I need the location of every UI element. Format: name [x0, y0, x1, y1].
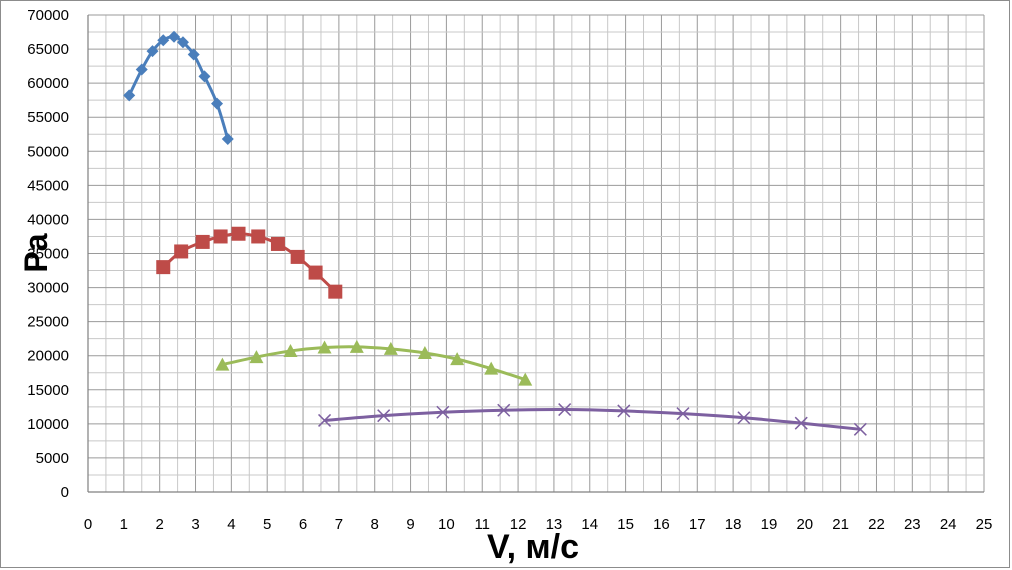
- y-axis-title: Pa: [18, 233, 54, 272]
- data-point: [794, 416, 808, 430]
- x-tick-label: 5: [263, 516, 271, 533]
- x-tick-label: 0: [84, 516, 92, 533]
- data-point: [213, 229, 228, 244]
- data-point: [317, 340, 332, 354]
- data-point: [853, 422, 867, 436]
- y-tick-label: 50000: [27, 143, 69, 160]
- data-point: [270, 236, 285, 251]
- data-point: [484, 361, 499, 375]
- x-axis-title: V, м/с: [487, 528, 579, 566]
- y-tick-label: 35000: [27, 246, 69, 263]
- series-1: [123, 30, 234, 146]
- data-point: [676, 407, 690, 421]
- data-point: [198, 70, 211, 83]
- data-point: [737, 411, 751, 425]
- data-point: [349, 339, 364, 353]
- data-point: [211, 97, 224, 110]
- x-tick-label: 22: [868, 516, 885, 533]
- data-point: [135, 63, 148, 76]
- y-tick-label: 55000: [27, 109, 69, 126]
- x-tick-label: 16: [653, 516, 670, 533]
- data-point: [417, 345, 432, 359]
- x-tick-label: 10: [438, 516, 455, 533]
- x-tick-label: 14: [581, 516, 598, 533]
- data-point: [156, 260, 171, 275]
- series-line: [222, 345, 526, 381]
- x-tick-label: 25: [976, 516, 993, 533]
- data-point: [450, 352, 465, 366]
- series-line: [162, 232, 337, 293]
- data-point: [308, 265, 323, 280]
- data-point: [558, 403, 572, 417]
- series-line: [324, 408, 861, 431]
- y-tick-label: 60000: [27, 75, 69, 92]
- x-tick-label: 19: [761, 516, 778, 533]
- data-point: [617, 404, 631, 418]
- data-point: [215, 357, 230, 371]
- x-tick-label: 24: [940, 516, 957, 533]
- y-tick-label: 25000: [27, 314, 69, 331]
- data-point: [383, 341, 398, 355]
- x-tick-label: 6: [299, 516, 307, 533]
- data-point: [436, 405, 450, 419]
- data-point: [283, 343, 298, 357]
- data-point: [157, 34, 170, 47]
- series-2: [156, 226, 343, 299]
- x-tick-label: 1: [120, 516, 128, 533]
- data-point: [328, 284, 343, 299]
- y-tick-label: 65000: [27, 41, 69, 58]
- series-3: [215, 339, 533, 386]
- series-4: [318, 403, 867, 436]
- x-tick-label: 13: [546, 516, 563, 533]
- x-tick-label: 9: [406, 516, 414, 533]
- x-tick-label: 21: [832, 516, 849, 533]
- y-axis-ticks: 0 5000 10000 15000 20000 25000 30000 35000 40000…: [27, 7, 69, 501]
- data-point: [176, 36, 189, 49]
- gridlines: [87, 14, 985, 493]
- x-tick-label: 23: [904, 516, 921, 533]
- x-tick-label: 12: [510, 516, 527, 533]
- data-point: [221, 133, 234, 146]
- data-point: [249, 350, 264, 364]
- data-point: [187, 48, 200, 61]
- y-tick-label: 20000: [27, 348, 69, 365]
- x-tick-label: 2: [156, 516, 164, 533]
- x-tick-label: 4: [227, 516, 235, 533]
- x-tick-label: 18: [725, 516, 742, 533]
- series-line: [127, 35, 230, 140]
- data-point: [251, 229, 266, 244]
- data-point: [231, 226, 246, 241]
- data-point: [168, 30, 181, 43]
- data-point: [123, 89, 136, 102]
- data-point: [290, 249, 305, 264]
- x-tick-label: 7: [335, 516, 343, 533]
- x-axis-ticks: 0 1 2 3 4 5 6 7 8 9 10 11 12 13 14 15 16 17 18 19 20 21 22 23 24…: [84, 516, 993, 533]
- data-point: [195, 234, 210, 249]
- y-tick-label: 70000: [27, 7, 69, 24]
- data-point: [174, 244, 189, 259]
- x-tick-label: 3: [191, 516, 199, 533]
- x-tick-label: 11: [474, 516, 490, 533]
- y-tick-label: 15000: [27, 382, 69, 399]
- x-tick-label: 15: [617, 516, 634, 533]
- y-tick-label: 0: [61, 484, 69, 501]
- data-point: [146, 45, 159, 58]
- x-tick-label: 8: [371, 516, 379, 533]
- series-layer: [123, 30, 867, 436]
- data-point: [318, 413, 332, 427]
- x-tick-label: 17: [689, 516, 706, 533]
- data-point: [497, 403, 511, 417]
- data-point: [377, 409, 391, 423]
- y-tick-label: 40000: [27, 211, 69, 228]
- y-tick-label: 30000: [27, 280, 69, 297]
- x-tick-label: 20: [796, 516, 813, 533]
- y-tick-label: 10000: [27, 416, 69, 433]
- y-tick-label: 45000: [27, 177, 69, 194]
- data-point: [518, 372, 533, 386]
- y-tick-label: 5000: [36, 450, 69, 467]
